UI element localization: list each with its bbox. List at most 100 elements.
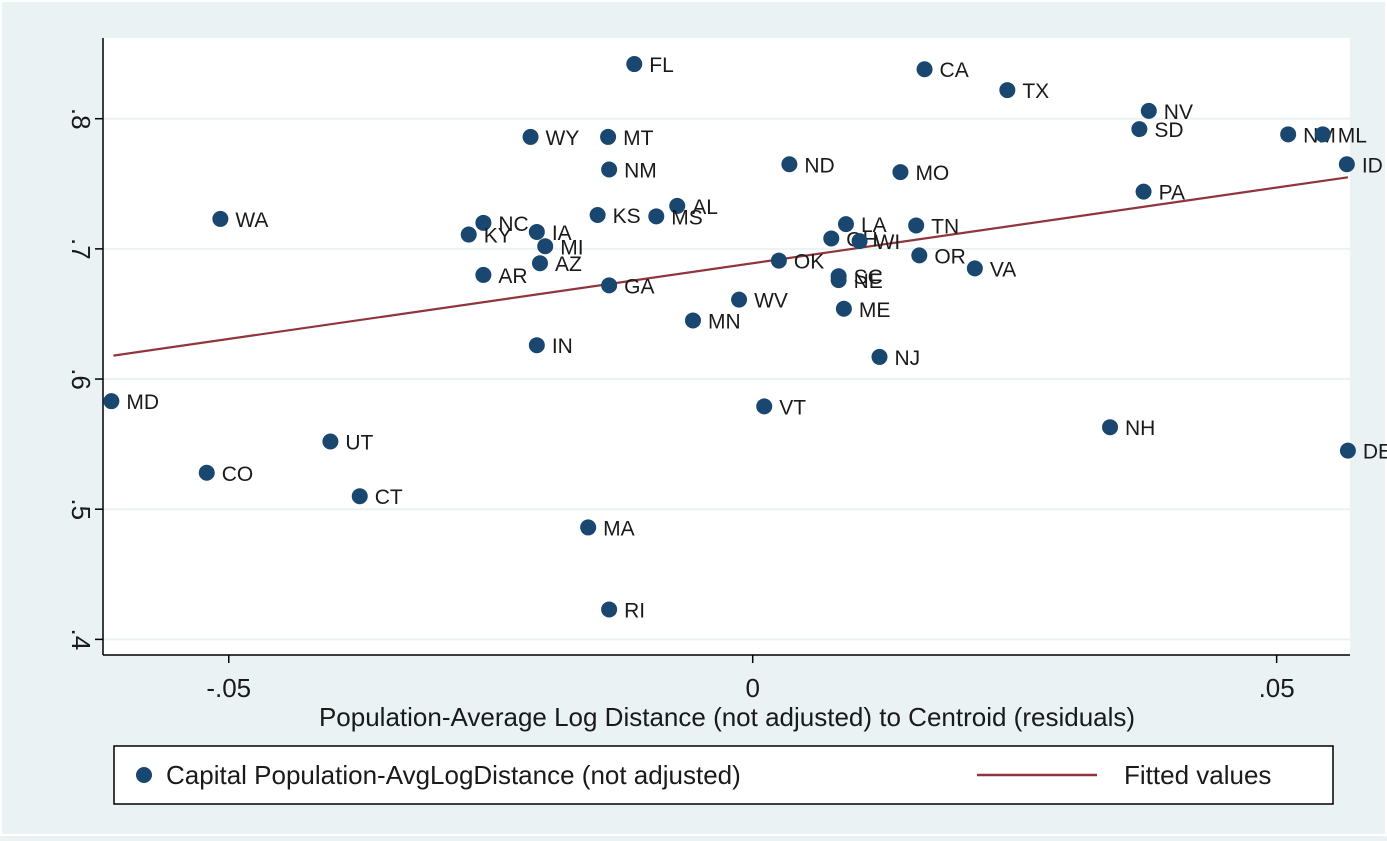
- data-point-ut: [322, 433, 339, 450]
- data-point-id: [1338, 156, 1355, 173]
- point-label-la: LA: [861, 214, 887, 237]
- point-label-ky: KY: [484, 225, 512, 248]
- data-point-ne: [830, 272, 847, 289]
- data-point-tn: [908, 217, 925, 234]
- data-point-al: [669, 197, 686, 214]
- data-point-ct: [351, 488, 368, 505]
- data-point-ok: [770, 252, 787, 269]
- legend-fit-label: Fitted values: [1124, 760, 1271, 790]
- point-label-ut: UT: [345, 432, 373, 455]
- point-label-ne: NE: [854, 270, 883, 293]
- data-point-md: [103, 393, 120, 410]
- point-label-ca: CA: [940, 59, 969, 82]
- axes: .4 .5 .6 .7 .8 -.05 0 .05: [66, 38, 1350, 703]
- point-label-ar: AR: [498, 265, 527, 288]
- point-label-va: VA: [990, 258, 1016, 281]
- data-point-wv: [731, 291, 748, 308]
- legend: Capital Population-AvgLogDistance (not a…: [113, 745, 1334, 805]
- data-point-de: [1339, 442, 1356, 459]
- point-label-mo: MO: [915, 162, 949, 185]
- data-point-mn: [684, 312, 701, 329]
- point-label-ml: ML: [1338, 124, 1367, 147]
- data-point-wi: [851, 233, 868, 250]
- point-label-me: ME: [859, 299, 891, 322]
- point-label-md: MD: [126, 391, 159, 414]
- point-label-tx: TX: [1022, 80, 1049, 103]
- legend-scatter-label: Capital Population-AvgLogDistance (not a…: [166, 760, 741, 790]
- data-point-co: [198, 464, 215, 481]
- point-label-id: ID: [1362, 154, 1383, 177]
- x-tick-label: 0: [745, 673, 759, 703]
- data-point-mt: [600, 128, 617, 145]
- point-label-nv: NV: [1164, 101, 1193, 124]
- point-label-pa: PA: [1159, 182, 1185, 205]
- point-label-wi: WI: [875, 231, 901, 254]
- y-tick-label: .8: [66, 108, 96, 130]
- data-point-wa: [212, 210, 229, 227]
- data-point-ia: [528, 223, 545, 240]
- data-point-mi: [537, 238, 554, 255]
- point-label-co: CO: [222, 463, 254, 486]
- data-point-nv: [1140, 102, 1157, 119]
- y-tick-label: .7: [66, 238, 96, 260]
- data-point-pa: [1135, 183, 1152, 200]
- data-point-ar: [475, 266, 492, 283]
- point-label-mn: MN: [708, 310, 741, 333]
- point-label-mi: MI: [560, 236, 583, 259]
- data-point-ma: [580, 519, 597, 536]
- data-point-ca: [916, 61, 933, 78]
- y-tick-label: .4: [66, 629, 96, 651]
- point-label-sd: SD: [1154, 119, 1183, 142]
- point-label-ok: OK: [794, 251, 824, 274]
- point-label-tn: TN: [931, 215, 959, 238]
- data-point-ms: [648, 208, 665, 225]
- data-point-nj: [871, 348, 888, 365]
- data-point-mo: [892, 164, 909, 181]
- data-point-nm: [1280, 126, 1297, 143]
- fit-line-layer: [113, 176, 1349, 357]
- data-point-ks: [589, 207, 606, 224]
- legend-box: [113, 745, 1334, 805]
- data-point-la: [837, 216, 854, 233]
- data-point-ri: [601, 601, 618, 618]
- point-label-or: OR: [934, 245, 966, 268]
- y-tick-label: .6: [66, 368, 96, 390]
- point-label-ct: CT: [375, 486, 403, 509]
- point-label-az: AZ: [555, 253, 582, 276]
- point-label-ma: MA: [603, 517, 635, 540]
- data-point-nh: [1102, 419, 1119, 436]
- data-point-va: [966, 260, 983, 277]
- point-label-nh: NH: [1125, 417, 1155, 440]
- plot-area: [103, 38, 1350, 655]
- data-point-vt: [756, 398, 773, 415]
- data-point-nc: [475, 214, 492, 231]
- data-point-tx: [999, 82, 1016, 99]
- data-point-ml: [1314, 126, 1331, 143]
- point-label-ia: IA: [552, 222, 572, 245]
- x-tick-label: .05: [1259, 673, 1295, 703]
- data-point-in: [528, 337, 545, 354]
- y-tick-label: .5: [66, 498, 96, 520]
- point-label-ga: GA: [624, 275, 654, 298]
- point-label-mt: MT: [623, 127, 653, 150]
- data-point-oh: [823, 230, 840, 247]
- point-label-nd: ND: [804, 154, 834, 177]
- data-point-sd: [1131, 121, 1148, 138]
- point-label-de: DE: [1363, 441, 1387, 464]
- point-label-wv: WV: [754, 290, 788, 313]
- x-axis-title: Population-Average Log Distance (not adj…: [319, 702, 1135, 732]
- data-point-me: [835, 300, 852, 317]
- point-label-wy: WY: [546, 127, 580, 150]
- point-label-ms: MS: [671, 206, 703, 229]
- data-point-or: [911, 247, 928, 264]
- point-label-fl: FL: [649, 54, 674, 77]
- point-label-ri: RI: [624, 599, 645, 622]
- point-label-wa: WA: [235, 209, 268, 232]
- data-point-nd: [781, 156, 798, 173]
- point-label-al: AL: [692, 196, 718, 219]
- point-label-nc: NC: [498, 213, 528, 236]
- legend-point-marker: [136, 767, 152, 783]
- data-point-az: [531, 255, 548, 272]
